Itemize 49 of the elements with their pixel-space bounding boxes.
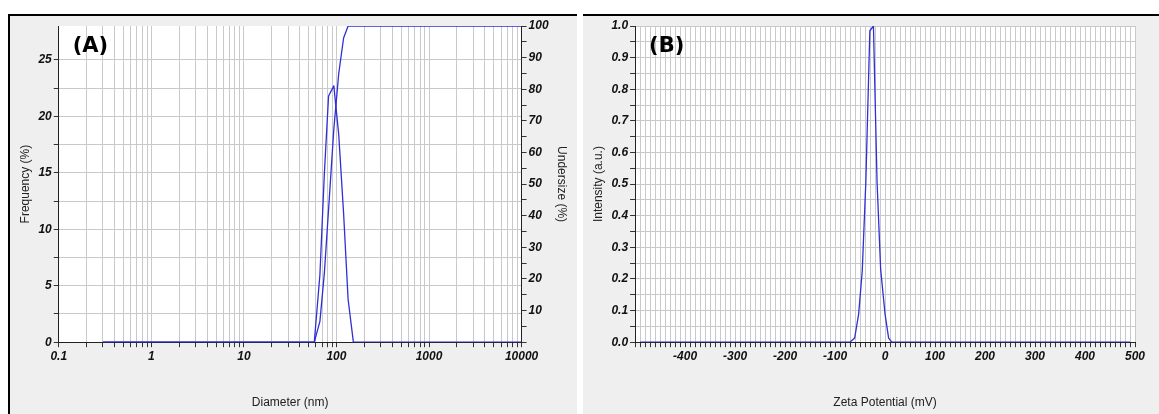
y2-tick-label: 50: [528, 176, 543, 191]
x-tick-label: 100: [326, 348, 347, 363]
x-tick-label: -200: [773, 348, 798, 363]
x-tick-label: -300: [723, 348, 748, 363]
y2-axis-title: Undersize (%): [555, 146, 570, 223]
y-tick-label: 0.2: [611, 271, 629, 286]
x-tick-label: -100: [823, 348, 848, 363]
y-tick-label: 0.3: [611, 239, 629, 254]
annotation: (B): [649, 32, 685, 57]
y-tick-label: 15: [38, 165, 53, 180]
y2-tick-label: 40: [527, 208, 543, 223]
x-tick-label: 0: [881, 348, 889, 363]
x-tick-label: 400: [1073, 348, 1096, 363]
y-tick-label: 0.4: [611, 208, 629, 223]
y2-tick-label: 90: [528, 49, 543, 64]
x-tick-label: 100: [925, 348, 946, 363]
y-tick-label: 10: [38, 221, 53, 236]
y2-tick-label: 60: [528, 144, 543, 159]
y-tick-label: 0.5: [611, 176, 629, 191]
x-tick-label: 10000: [504, 348, 539, 363]
y-tick-label: 0.7: [611, 113, 630, 128]
y-tick-label: 20: [37, 108, 53, 123]
y-axis-title: Frequency (%): [17, 144, 32, 224]
y2-tick-label: 30: [528, 239, 543, 254]
y2-tick-label: 80: [528, 81, 543, 96]
x-axis-title: Zeta Potential (mV): [833, 395, 937, 410]
x-axis-title: Diameter (nm): [251, 395, 329, 410]
y-tick-label: 0.1: [611, 302, 629, 317]
y-tick-label: 1.0: [611, 18, 629, 33]
x-tick-label: 1000: [415, 348, 443, 363]
y2-tick-label: 100: [528, 18, 549, 33]
y2-tick-label: 70: [528, 113, 543, 128]
y-tick-label: 0.0: [611, 334, 629, 349]
y2-tick-label: 20: [527, 271, 543, 286]
y-tick-label: 25: [37, 52, 53, 67]
annotation: (A): [72, 32, 109, 57]
y-axis-title: Intensity (a.u.): [590, 146, 605, 223]
x-tick-label: -400: [673, 348, 698, 363]
x-tick-label: 500: [1124, 348, 1146, 363]
y-tick-label: 0.6: [611, 144, 629, 159]
x-tick-label: 1: [147, 348, 155, 363]
x-tick-label: 10: [237, 348, 251, 363]
y2-tick-label: 10: [528, 302, 543, 317]
x-tick-label: 200: [974, 348, 996, 363]
y-tick-label: 0.8: [611, 81, 629, 96]
y-tick-label: 0: [45, 334, 53, 349]
y-tick-label: 0.9: [611, 49, 629, 64]
x-tick-label: 300: [1025, 348, 1046, 363]
y-tick-label: 5: [45, 278, 53, 293]
